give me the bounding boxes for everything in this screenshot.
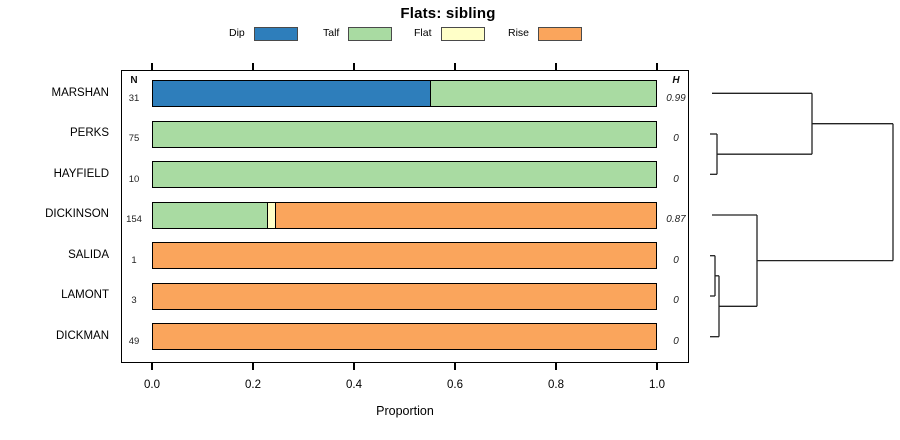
row-n-value: 154 [126, 214, 142, 225]
legend-item-rise: Rise [508, 26, 583, 41]
bar-segment-talf [153, 202, 268, 228]
x-axis-tick [353, 363, 355, 370]
n-column-header: N [130, 75, 138, 86]
x-axis-tick-label: 0.6 [447, 379, 463, 391]
x-axis-tick [555, 63, 557, 70]
stacked-bar [152, 80, 657, 107]
row-n-value: 75 [128, 133, 140, 144]
stacked-bar [152, 201, 657, 229]
x-axis-tick [252, 363, 254, 370]
legend-item-flat: Flat [414, 26, 485, 41]
x-axis-tick [151, 63, 153, 70]
bar-segment-flat [267, 202, 276, 228]
h-column-header: H [672, 75, 680, 86]
stacked-bar [152, 242, 657, 269]
row-n-value: 10 [128, 173, 140, 185]
row-h-value: 0.87 [666, 214, 686, 225]
bar-segment-rise [275, 202, 656, 228]
legend-swatch-flat [440, 26, 485, 41]
row-n-value: 1 [131, 254, 137, 266]
row-label: PERKS [70, 127, 109, 139]
bar-segment-rise [153, 243, 656, 268]
stacked-bar [152, 323, 657, 350]
x-axis-tick-label: 0.2 [245, 379, 261, 391]
x-axis-tick [454, 363, 456, 370]
row-n-value: 49 [128, 335, 140, 347]
row-h-value: 0 [673, 254, 679, 266]
row-n-value: 31 [128, 92, 140, 104]
x-axis-tick-label: 1.0 [649, 379, 665, 391]
chart-title: Flats: sibling [400, 5, 496, 22]
bar-segment-talf [153, 162, 656, 187]
x-axis-tick [454, 63, 456, 70]
x-axis-tick-label: 0.8 [548, 379, 564, 391]
legend-swatch-rise [538, 26, 583, 41]
x-axis-tick-label: 0.4 [346, 379, 362, 391]
x-axis-tick-label: 0.0 [144, 379, 160, 391]
legend-label: Rise [508, 27, 530, 39]
row-h-value: 0.99 [666, 92, 686, 104]
bar-segment-talf [429, 81, 656, 106]
legend-item-dip: Dip [229, 26, 298, 41]
legend-label: Flat [414, 27, 432, 39]
legend-swatch-talf [348, 26, 393, 41]
x-axis-title: Proportion [376, 404, 434, 418]
bar-segment-rise [153, 324, 656, 349]
legend-label: Talf [323, 27, 340, 39]
row-h-value: 0 [673, 335, 679, 347]
row-h-value: 0 [673, 173, 679, 185]
bar-segment-talf [153, 121, 656, 147]
bar-segment-rise [153, 283, 656, 309]
row-h-value: 0 [673, 295, 679, 306]
x-axis-tick [151, 363, 153, 370]
x-axis-tick [252, 63, 254, 70]
legend-swatch-dip [253, 26, 298, 41]
row-label: HAYFIELD [53, 167, 109, 180]
row-h-value: 0 [673, 133, 679, 144]
x-axis-tick [656, 363, 658, 370]
stacked-bar [152, 282, 657, 310]
x-axis-tick [353, 63, 355, 70]
stacked-bar [152, 120, 657, 148]
row-label: DICKMAN [55, 329, 109, 342]
row-n-value: 3 [131, 295, 137, 306]
row-label: MARSHAN [51, 86, 109, 99]
x-axis-tick [656, 63, 658, 70]
x-axis-tick [555, 363, 557, 370]
bar-segment-dip [153, 81, 430, 106]
legend-label: Dip [229, 27, 245, 39]
row-label: SALIDA [68, 248, 109, 261]
stacked-bar [152, 161, 657, 188]
row-label: DICKINSON [45, 208, 109, 220]
row-label: LAMONT [61, 289, 109, 301]
legend-item-talf: Talf [323, 26, 393, 41]
